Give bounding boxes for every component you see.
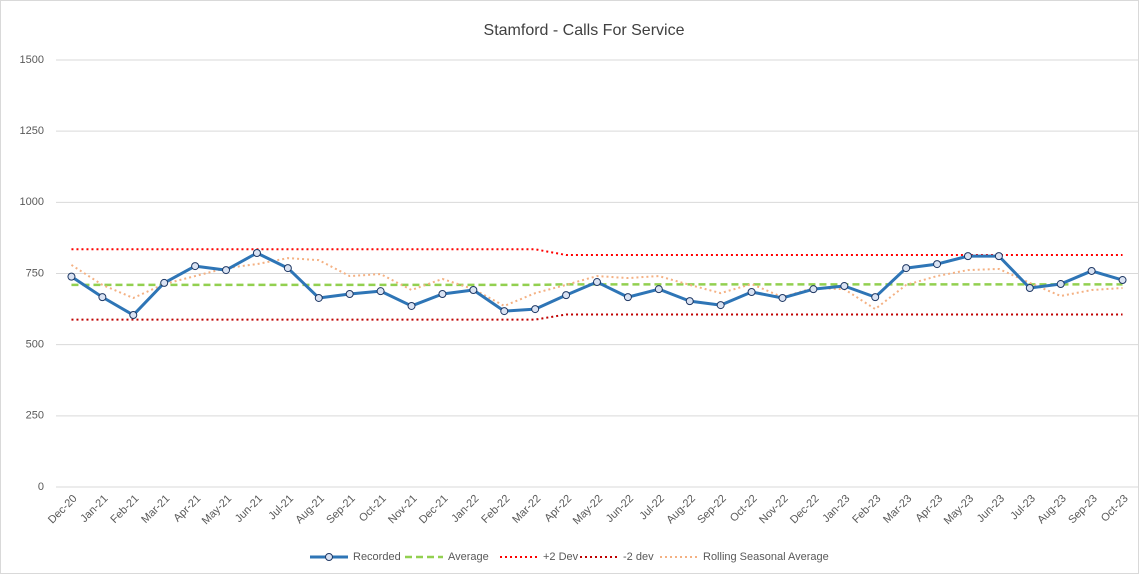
y-tick-label: 250: [26, 410, 44, 422]
point: [1056, 280, 1065, 289]
series-line: [70, 257, 1123, 311]
point: [1087, 266, 1096, 275]
series-line: [71, 313, 1123, 321]
point: [67, 272, 76, 281]
point: [994, 252, 1003, 261]
chart-title: Stamford - Calls For Service: [484, 22, 685, 39]
series-line: [71, 248, 1123, 256]
point: [376, 287, 385, 296]
point: [562, 291, 571, 300]
legend-label: Rolling Seasonal Average: [703, 551, 829, 563]
legend-label: Average: [448, 551, 489, 563]
point: [438, 289, 447, 298]
point: [809, 285, 818, 294]
point: [531, 305, 540, 314]
point: [222, 266, 231, 275]
point: [871, 293, 880, 302]
point: [252, 249, 261, 258]
point: [1118, 276, 1127, 285]
point: [963, 252, 972, 261]
point: [716, 301, 725, 310]
point: [623, 293, 632, 302]
point: [500, 307, 509, 316]
legend-label: -2 dev: [623, 551, 654, 563]
point: [129, 311, 138, 320]
legend-label: +2 Dev: [543, 551, 579, 563]
y-tick-label: 0: [38, 481, 44, 493]
point: [840, 282, 849, 291]
point: [407, 301, 416, 310]
point: [283, 264, 292, 273]
y-tick-label: 1500: [20, 54, 44, 66]
point: [98, 293, 107, 302]
point: [314, 293, 323, 302]
point: [469, 286, 478, 295]
point: [191, 262, 200, 271]
point: [685, 297, 694, 306]
point: [902, 264, 911, 273]
point: [160, 278, 169, 287]
point: [747, 288, 756, 297]
y-tick-label: 1250: [20, 125, 44, 137]
y-tick-label: 750: [26, 267, 44, 279]
point: [345, 289, 354, 298]
legend-marker: [325, 553, 333, 561]
y-tick-label: 1000: [20, 196, 44, 208]
point: [1025, 284, 1034, 293]
point: [933, 260, 942, 269]
series-line: [71, 283, 1123, 287]
point: [654, 285, 663, 294]
point: [593, 278, 601, 287]
y-tick-label: 500: [26, 339, 44, 351]
legend-label: Recorded: [353, 551, 401, 563]
point: [778, 293, 787, 302]
